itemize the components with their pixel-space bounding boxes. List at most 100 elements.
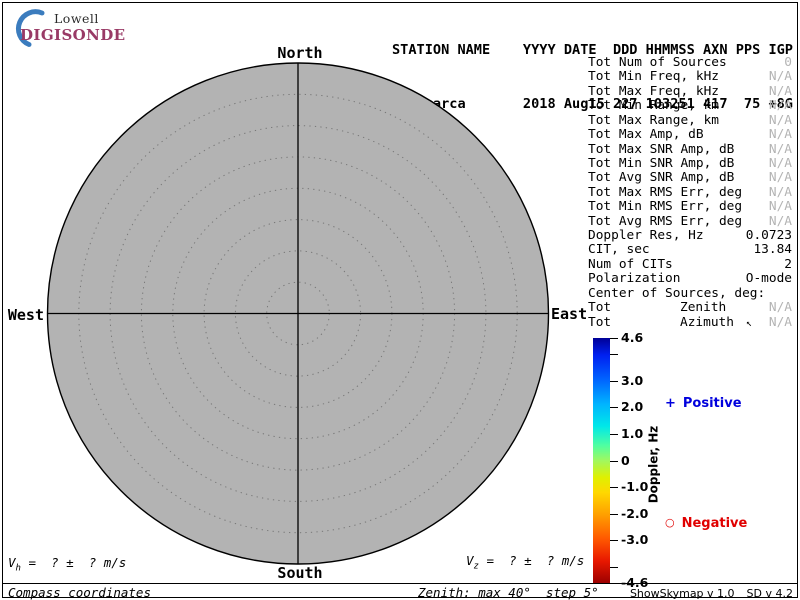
colorbar-tick-label: -3.0 [621, 532, 649, 548]
param-value: N/A [768, 199, 792, 215]
param-value: N/A [768, 314, 792, 330]
param-row: Tot Min RMS Err, deg N/A [588, 199, 792, 215]
colorbar-tick-label: 2.0 [621, 399, 644, 415]
colorbar-tick [610, 354, 618, 355]
param-label: Tot Max RMS Err, deg [588, 184, 743, 200]
param-row: Tot Avg RMS Err, deg N/A [588, 213, 792, 229]
param-row: Tot Zenith N/A [588, 300, 792, 316]
param-value: 0 [784, 55, 792, 70]
station-header-labels: STATION NAME YYYY DATE DDD HHMMSS AXN PP… [391, 42, 793, 58]
param-label: Tot [588, 300, 612, 316]
logo-arc-icon [15, 9, 45, 47]
colorbar-axis-label: Doppler, Hz [646, 425, 661, 504]
skymap-polar-plot [46, 62, 550, 565]
legend-negative-label: Negative [681, 516, 748, 531]
vh-subscript: h [15, 563, 21, 574]
colorbar-tick [610, 513, 618, 515]
compass-label-east: East [551, 305, 588, 323]
param-label: Tot Max Freq, kHz [588, 83, 719, 99]
legend-positive: + Positive [665, 396, 742, 411]
version-info: ShowSkymap v 1.0 SD v 4.2 [630, 587, 793, 600]
colorbar-tick [610, 540, 618, 542]
param-value: N/A [768, 170, 792, 186]
vh-symbol: V [8, 555, 16, 570]
doppler-colorbar [593, 338, 610, 583]
param-label: Tot Min SNR Amp, dB [588, 155, 735, 171]
param-row: Tot Num of Sources 0 [588, 55, 792, 70]
colorbar-tick-label: 3.0 [621, 372, 644, 388]
param-row: Tot Max RMS Err, deg N/A [588, 184, 792, 200]
param-row: Num of CITs 2 [588, 256, 792, 272]
param-label: Tot Min RMS Err, deg [588, 199, 743, 215]
compass-label-north: North [277, 44, 323, 62]
param-label: CIT, sec [588, 242, 650, 258]
param-row: Tot Max SNR Amp, dB N/A [588, 141, 792, 157]
colorbar-tick-label: -2.0 [621, 505, 649, 521]
param-value: O-mode [745, 271, 792, 287]
coordinates-note: Compass coordinates [8, 585, 151, 600]
vertical-velocity-readout: Vz = ? ± ? m/s [466, 553, 584, 572]
param-label: Tot Max Range, km [588, 112, 719, 128]
param-value: N/A [768, 155, 792, 171]
colorbar-tick-label: 4.6 [621, 330, 644, 345]
colorbar-tick [610, 433, 618, 435]
param-row: CIT, sec 13.84 [588, 242, 792, 258]
param-row: Tot Min Range, km N/A [588, 98, 792, 114]
param-label: Doppler Res, Hz [588, 228, 704, 244]
logo-digisonde-text: DIGISONDE [20, 26, 126, 44]
colorbar-tick [610, 566, 618, 568]
param-value: N/A [768, 300, 792, 316]
param-label: Tot Min Range, km [588, 98, 719, 114]
param-value: N/A [768, 141, 792, 157]
param-label: Tot [588, 314, 612, 330]
param-row: Tot Max Freq, kHz N/A [588, 83, 792, 99]
colorbar-tick-label: -1.0 [621, 479, 649, 495]
param-value: 13.84 [753, 242, 792, 258]
param-label: Tot Max SNR Amp, dB [588, 141, 735, 157]
colorbar-tick-label: 1.0 [621, 425, 644, 441]
colorbar-tick [610, 380, 618, 382]
zenith-range-note: Zenith: max 40° step 5° [418, 585, 599, 600]
compass-label-west: West [7, 306, 44, 324]
param-row: Center of Sources, deg: [588, 285, 792, 301]
param-row: Polarization O-mode [588, 271, 792, 287]
param-label: Tot Max Amp, dB [588, 127, 704, 143]
legend-positive-label: Positive [682, 396, 742, 411]
param-value: N/A [768, 112, 792, 128]
param-value: N/A [768, 69, 792, 85]
param-row: Tot Avg SNR Amp, dB N/A [588, 170, 792, 186]
param-sublabel: Azimuth [680, 314, 734, 330]
param-label: Tot Num of Sources [588, 55, 727, 70]
horizontal-velocity-readout: Vh = ? ± ? m/s [8, 555, 126, 574]
positive-marker-icon: + [665, 396, 676, 411]
colorbar-tick-label: -4.6 [621, 574, 649, 590]
param-label: Num of CITs [588, 256, 673, 272]
colorbar-tick [610, 460, 618, 462]
param-row: Doppler Res, Hz 0.0723 [588, 228, 792, 244]
vz-symbol: V [466, 553, 474, 568]
vh-value: = ? ± ? m/s [28, 555, 127, 570]
colorbar-tick [610, 338, 618, 339]
param-row: Tot Min Freq, kHz N/A [588, 69, 792, 85]
param-row: Tot Max Amp, dB N/A [588, 127, 792, 143]
app-version: ShowSkymap v 1.0 [629, 587, 735, 600]
parameters-panel: Tot Num of Sources 0 Tot Min Freq, kHz N/A… [588, 55, 792, 330]
param-value: 0.0723 [745, 228, 792, 244]
param-value: N/A [768, 98, 792, 114]
footer-divider [2, 583, 798, 584]
param-label: Tot Avg SNR Amp, dB [588, 170, 735, 186]
param-sublabel: Zenith [680, 300, 727, 316]
lowell-digisonde-logo: Lowell DIGISONDE [8, 2, 158, 48]
colorbar-tick-label: 0 [621, 452, 630, 468]
param-label: Center of Sources, deg: [588, 285, 766, 301]
logo-lowell-text: Lowell [54, 11, 99, 26]
colorbar-tick [610, 407, 618, 409]
param-row: Tot Azimuth ↖ N/A [588, 314, 792, 330]
param-label: Polarization [588, 271, 681, 287]
param-label: Tot Avg RMS Err, deg [588, 213, 743, 229]
vz-subscript: z [473, 561, 479, 572]
vz-value: = ? ± ? m/s [486, 553, 585, 568]
param-value: N/A [768, 213, 792, 229]
param-row: Tot Min SNR Amp, dB N/A [588, 155, 792, 171]
param-value: N/A [768, 83, 792, 99]
